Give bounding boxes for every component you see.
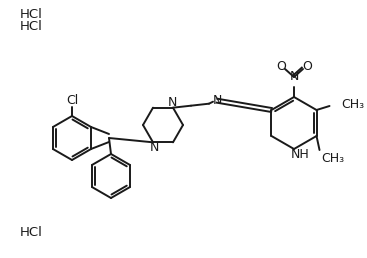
Text: NH: NH [291, 148, 309, 160]
Text: O: O [302, 60, 312, 74]
Text: Cl: Cl [66, 94, 78, 108]
Text: N: N [212, 94, 222, 107]
Text: HCl: HCl [20, 20, 43, 34]
Text: HCl: HCl [20, 7, 43, 20]
Text: N: N [149, 141, 159, 154]
Text: O: O [276, 60, 286, 74]
Text: HCl: HCl [20, 225, 43, 238]
Text: N: N [167, 96, 177, 109]
Text: CH₃: CH₃ [321, 151, 345, 165]
Text: N: N [289, 70, 299, 84]
Text: CH₃: CH₃ [342, 99, 365, 111]
